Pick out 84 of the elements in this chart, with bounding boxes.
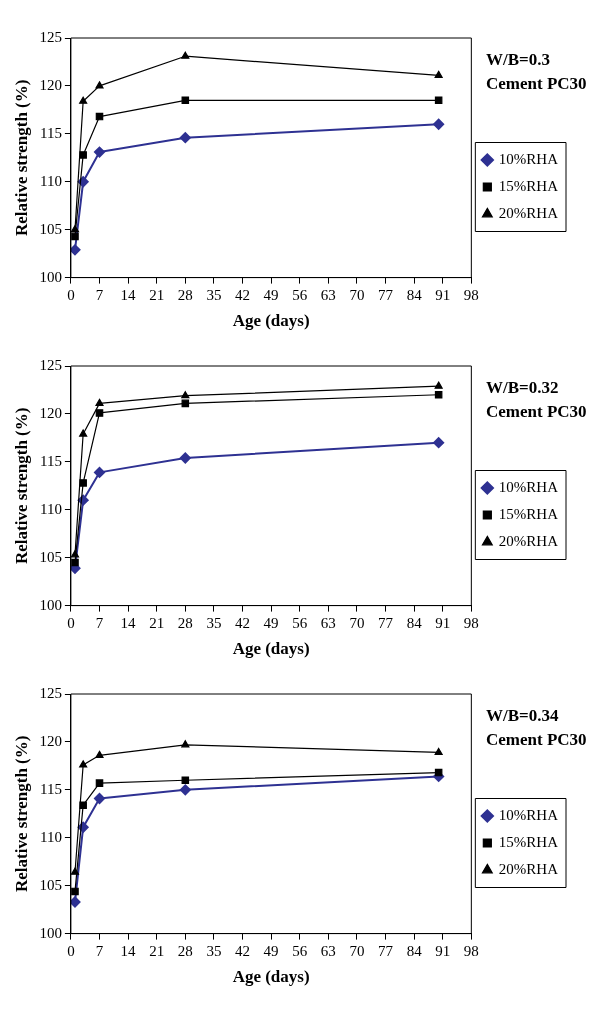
x-tick-label: 63 (320, 942, 336, 959)
y-tick-label: 105 (39, 876, 62, 893)
x-tick-label: 49 (263, 286, 279, 303)
y-tick-label: 125 (39, 684, 62, 701)
x-axis-title: Age (days) (232, 967, 310, 987)
x-tick-label: 98 (463, 286, 479, 303)
y-tick-label: 110 (39, 172, 62, 189)
x-tick-label: 28 (177, 614, 193, 631)
y-tick-label: 100 (39, 596, 62, 613)
y-tick-label: 125 (39, 28, 62, 45)
x-tick-label: 42 (235, 286, 251, 303)
x-tick-label: 0 (67, 942, 75, 959)
x-tick-label: 70 (349, 286, 365, 303)
x-tick-label: 98 (463, 942, 479, 959)
x-tick-label: 35 (206, 942, 222, 959)
legend-label: 20%RHA (498, 532, 559, 549)
x-tick-label: 70 (349, 614, 365, 631)
x-tick-label: 84 (406, 614, 423, 631)
x-tick-label: 14 (120, 614, 137, 631)
y-tick-label: 100 (39, 924, 62, 941)
y-tick-label: 120 (39, 76, 62, 93)
y-tick-label: 105 (39, 220, 62, 237)
x-tick-label: 21 (149, 942, 165, 959)
x-tick-label: 77 (378, 286, 394, 303)
x-tick-label: 21 (149, 614, 165, 631)
y-tick-label: 125 (39, 356, 62, 373)
x-tick-label: 28 (177, 942, 193, 959)
y-axis-title: Relative strength (%) (11, 79, 31, 237)
legend-label: 10%RHA (498, 150, 559, 167)
y-axis-title: Relative strength (%) (11, 407, 31, 565)
x-tick-label: 63 (320, 286, 336, 303)
y-tick-label: 115 (39, 124, 62, 141)
x-tick-label: 56 (292, 614, 308, 631)
y-tick-label: 110 (39, 828, 62, 845)
text: Cement PC30 (486, 729, 587, 751)
y-tick-label: 100 (39, 268, 62, 285)
x-tick-label: 35 (206, 614, 222, 631)
text: W/B=0.32 (486, 377, 560, 399)
legend-label: 10%RHA (498, 478, 559, 495)
x-tick-label: 49 (263, 614, 279, 631)
x-tick-label: 84 (406, 942, 423, 959)
y-tick-label: 120 (39, 404, 62, 421)
x-tick-label: 14 (120, 942, 137, 959)
x-tick-label: 77 (378, 614, 394, 631)
legend-label: 15%RHA (498, 505, 559, 522)
legend-label: 20%RHA (498, 204, 559, 221)
x-tick-label: 7 (95, 614, 104, 631)
x-tick-label: 91 (435, 942, 451, 959)
x-tick-label: 14 (120, 286, 137, 303)
text: W/B=0.34 (486, 705, 560, 727)
y-tick-label: 110 (39, 500, 62, 517)
x-tick-label: 70 (349, 942, 365, 959)
x-tick-label: 84 (406, 286, 423, 303)
text: W/B=0.3 (486, 49, 551, 71)
legend-label: 10%RHA (498, 806, 559, 823)
x-tick-label: 56 (292, 286, 308, 303)
text: Cement PC30 (486, 73, 587, 95)
x-tick-label: 7 (95, 942, 104, 959)
y-tick-label: 115 (39, 452, 62, 469)
legend-label: 15%RHA (498, 177, 559, 194)
x-tick-label: 21 (149, 286, 165, 303)
y-axis-title: Relative strength (%) (11, 735, 31, 893)
x-axis-title: Age (days) (232, 639, 310, 659)
x-tick-label: 98 (463, 614, 479, 631)
x-tick-label: 42 (235, 942, 251, 959)
x-tick-label: 56 (292, 942, 308, 959)
x-tick-label: 0 (67, 614, 75, 631)
x-tick-label: 35 (206, 286, 222, 303)
x-tick-label: 0 (67, 286, 75, 303)
x-axis-title: Age (days) (232, 311, 310, 331)
x-tick-label: 28 (177, 286, 193, 303)
y-tick-label: 120 (39, 732, 62, 749)
x-tick-label: 42 (235, 614, 251, 631)
y-tick-label: 115 (39, 780, 62, 797)
x-tick-label: 49 (263, 942, 279, 959)
x-tick-label: 77 (378, 942, 394, 959)
legend-label: 15%RHA (498, 833, 559, 850)
legend-label: 20%RHA (498, 860, 559, 877)
x-tick-label: 63 (320, 614, 336, 631)
x-tick-label: 91 (435, 286, 451, 303)
text: Cement PC30 (486, 401, 587, 423)
x-tick-label: 91 (435, 614, 451, 631)
y-tick-label: 105 (39, 548, 62, 565)
x-tick-label: 7 (95, 286, 104, 303)
